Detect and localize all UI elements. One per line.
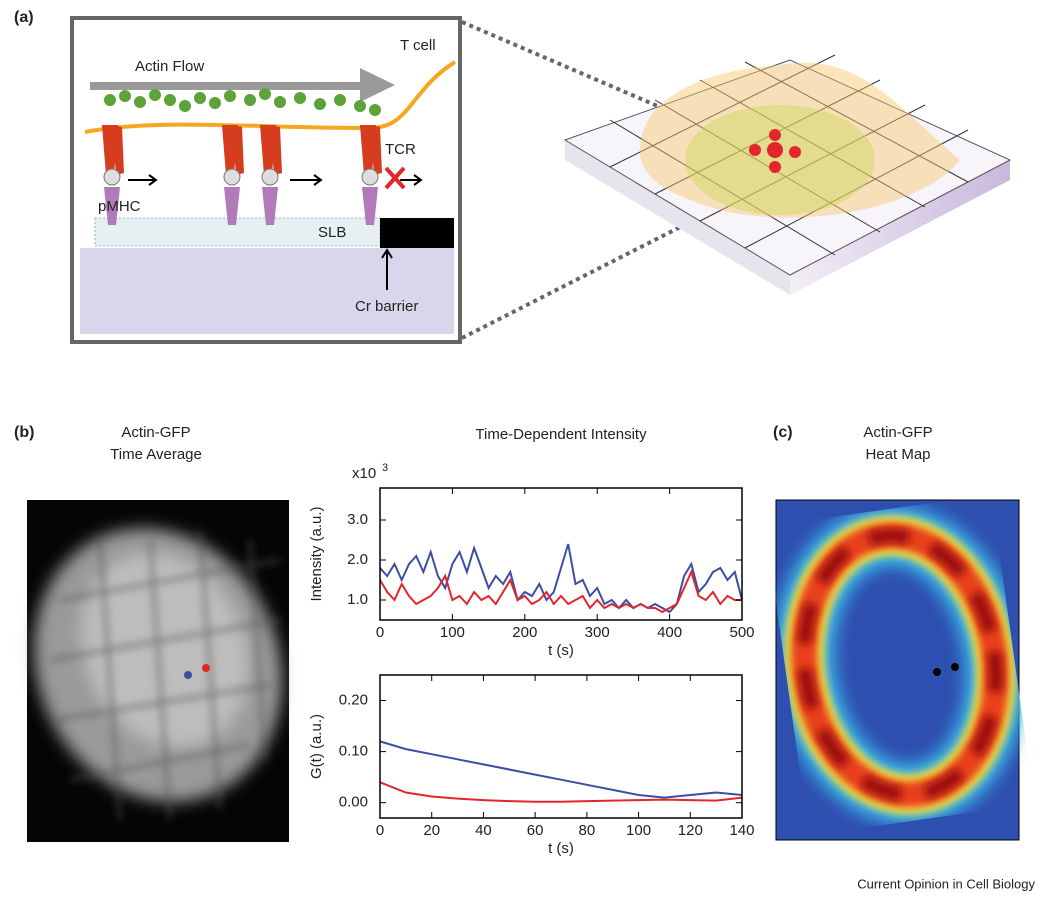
receptor-complexes <box>102 125 382 225</box>
cell-image <box>34 528 282 821</box>
scale-exponent: 3 <box>382 462 388 474</box>
point <box>951 663 959 671</box>
x-tick-label: 120 <box>678 822 703 839</box>
red-point <box>202 664 210 672</box>
plot-frame <box>379 487 743 621</box>
x-tick-label: 500 <box>729 624 754 641</box>
substrate-3d <box>563 54 1012 295</box>
y-tick-label: 0.00 <box>339 794 368 811</box>
flow-arrow <box>90 68 395 102</box>
series-line <box>379 543 743 614</box>
y-tick-label: 1.0 <box>347 591 368 608</box>
image-title: Time Average <box>110 446 202 463</box>
point <box>933 668 941 676</box>
panel-label: (b) <box>14 424 34 441</box>
image-title: Actin-GFP <box>121 424 190 441</box>
panel-label: (a) <box>14 9 34 26</box>
t-cell-membrane <box>84 60 457 134</box>
block-mark <box>384 166 406 190</box>
cr-barrier <box>380 218 454 248</box>
x-tick-label: 140 <box>729 822 754 839</box>
plot-frame <box>379 674 743 819</box>
x-tick-label: 80 <box>579 822 596 839</box>
chart-title: Time-Dependent Intensity <box>475 426 647 443</box>
actin-filaments <box>104 88 381 116</box>
blue-point <box>184 671 192 679</box>
x-tick-label: 300 <box>585 624 610 641</box>
label: Actin Flow <box>135 58 204 75</box>
scale-note: x10 <box>352 465 376 482</box>
substrate <box>80 248 454 334</box>
series-line <box>379 569 742 614</box>
y-tick-label: 0.20 <box>339 692 368 709</box>
x-tick-label: 400 <box>657 624 682 641</box>
series-line <box>379 781 743 803</box>
x-axis-label: t (s) <box>548 642 574 659</box>
label: T cell <box>400 37 436 54</box>
image-title: Actin-GFP <box>863 424 932 441</box>
y-tick-label: 0.10 <box>339 743 368 760</box>
panel-label: (c) <box>773 424 793 441</box>
y-axis-label: G(t) (a.u.) <box>308 714 325 779</box>
footer: Current Opinion in Cell Biology <box>857 876 1035 891</box>
y-tick-label: 3.0 <box>347 511 368 528</box>
bilayer <box>94 217 381 247</box>
label: Cr barrier <box>355 298 418 315</box>
x-tick-label: 0 <box>376 624 384 641</box>
series-line <box>379 740 743 799</box>
x-tick-label: 20 <box>423 822 440 839</box>
zoom-lines <box>461 20 761 340</box>
y-axis-label: Intensity (a.u.) <box>308 506 325 601</box>
x-tick-label: 40 <box>475 822 492 839</box>
x-tick-label: 100 <box>440 624 465 641</box>
x-tick-label: 60 <box>527 822 544 839</box>
image-title: Heat Map <box>865 446 930 463</box>
label: TCR <box>385 141 416 158</box>
x-tick-label: 100 <box>626 822 651 839</box>
x-tick-label: 200 <box>512 624 537 641</box>
motion-arrows <box>128 174 423 290</box>
x-tick-label: 0 <box>376 822 384 839</box>
label: pMHC <box>98 198 141 215</box>
heat-ring <box>774 505 1026 825</box>
label: SLB <box>318 224 346 241</box>
y-tick-label: 2.0 <box>347 551 368 568</box>
x-axis-label: t (s) <box>548 840 574 857</box>
